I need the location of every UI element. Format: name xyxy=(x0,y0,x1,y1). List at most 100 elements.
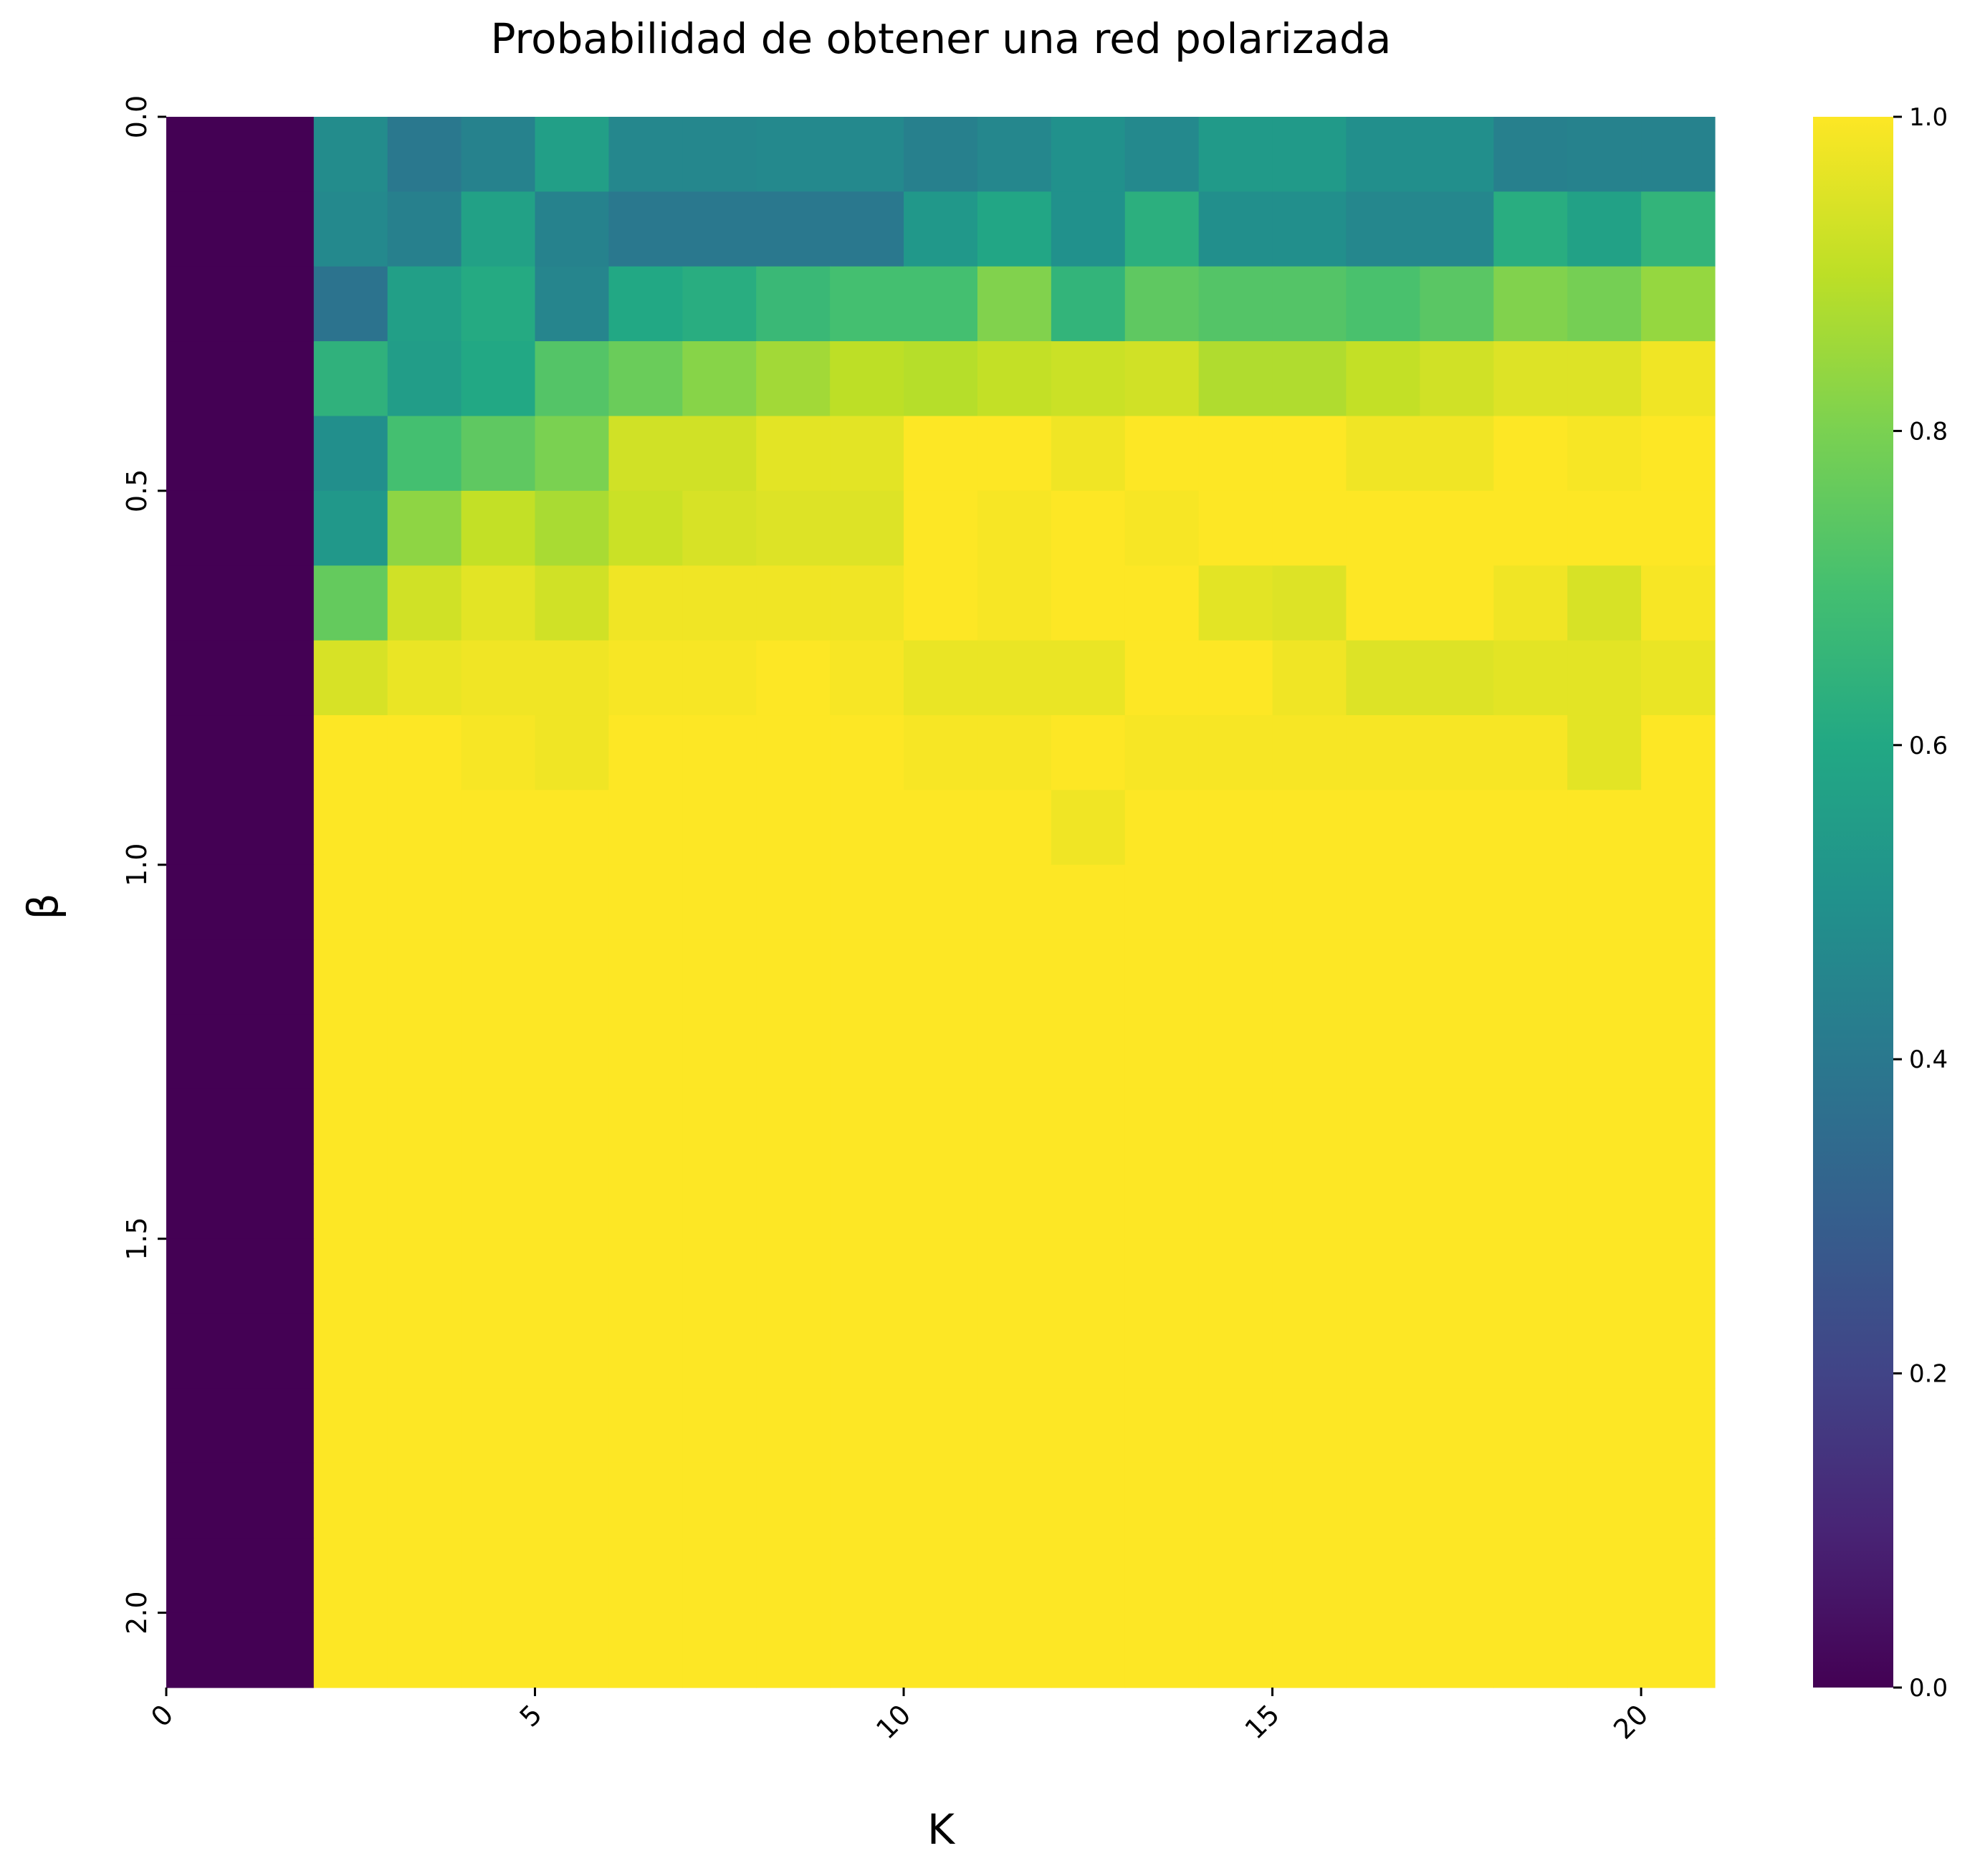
heatmap-cell xyxy=(535,1014,610,1090)
heatmap-cell xyxy=(535,1463,610,1538)
heatmap-cell xyxy=(608,1612,683,1688)
heatmap-cell xyxy=(904,416,978,492)
heatmap-cell xyxy=(1567,490,1642,566)
heatmap-cell xyxy=(313,416,388,492)
heatmap-cell xyxy=(1051,1238,1126,1314)
colorbar-tick-label: 1.0 xyxy=(1909,103,1948,132)
heatmap-cell xyxy=(1346,1313,1420,1389)
heatmap-cell xyxy=(387,266,462,342)
heatmap-cell xyxy=(1493,715,1568,791)
heatmap-cell xyxy=(535,565,610,641)
heatmap-cell xyxy=(1198,1538,1273,1614)
heatmap-cell xyxy=(1346,1463,1420,1538)
heatmap-cell xyxy=(977,490,1052,566)
heatmap-cell xyxy=(830,1538,904,1614)
heatmap-cell xyxy=(977,191,1052,267)
colorbar-tick-label: 0.2 xyxy=(1909,1360,1948,1389)
heatmap-cell xyxy=(1420,1014,1494,1090)
heatmap-cell xyxy=(682,490,757,566)
heatmap-cell xyxy=(1272,1014,1347,1090)
heatmap-cell xyxy=(1051,1463,1126,1538)
heatmap-cell xyxy=(1567,1014,1642,1090)
y-tick-label: 1.0 xyxy=(121,843,153,886)
heatmap-cell xyxy=(1641,341,1716,417)
heatmap-cell xyxy=(166,864,315,940)
heatmap-cell xyxy=(1567,1538,1642,1614)
heatmap-cell xyxy=(387,939,462,1015)
heatmap-cell xyxy=(387,1014,462,1090)
heatmap-cell xyxy=(387,117,462,192)
heatmap-cell xyxy=(1641,266,1716,342)
heatmap-cell xyxy=(1051,565,1126,641)
heatmap-cell xyxy=(977,565,1052,641)
heatmap-cell xyxy=(1051,341,1126,417)
heatmap-cell xyxy=(904,191,978,267)
heatmap-cell xyxy=(387,565,462,641)
heatmap-cell xyxy=(608,715,683,791)
chart-title: Probabilidad de obtener una red polariza… xyxy=(491,14,1392,63)
heatmap-cell xyxy=(1567,640,1642,716)
heatmap-cell xyxy=(166,416,315,492)
heatmap-cell xyxy=(1420,416,1494,492)
heatmap-cell xyxy=(1493,1612,1568,1688)
heatmap-cell xyxy=(461,939,536,1015)
heatmap-cell xyxy=(904,565,978,641)
heatmap-cell xyxy=(1051,1538,1126,1614)
heatmap-cell xyxy=(682,715,757,791)
heatmap-cell xyxy=(1346,715,1420,791)
heatmap-cell xyxy=(535,266,610,342)
heatmap-cell xyxy=(1641,1538,1716,1614)
heatmap-cell xyxy=(756,1238,831,1314)
colorbar-tick-label: 0.8 xyxy=(1909,417,1948,446)
y-axis: 0.0 0.5 1.0 1.5 2.0 xyxy=(121,95,166,1635)
heatmap-cell xyxy=(830,640,904,716)
heatmap-cell xyxy=(461,1164,536,1240)
heatmap-cell xyxy=(1198,1313,1273,1389)
heatmap-cell xyxy=(1346,341,1420,417)
heatmap-cell xyxy=(1124,1164,1200,1240)
heatmap-cell xyxy=(756,341,831,417)
heatmap-cell xyxy=(313,939,388,1015)
heatmap-cell xyxy=(830,565,904,641)
heatmap-cell xyxy=(756,939,831,1015)
heatmap-cell xyxy=(682,1014,757,1090)
heatmap-cell xyxy=(682,1164,757,1240)
heatmap-cell xyxy=(608,565,683,641)
heatmap-cell xyxy=(904,341,978,417)
heatmap-cell xyxy=(1420,939,1494,1015)
heatmap-cell xyxy=(1124,715,1200,791)
heatmap-cell xyxy=(461,1014,536,1090)
heatmap-cell xyxy=(756,1014,831,1090)
heatmap-cell xyxy=(1493,1238,1568,1314)
heatmap-cell xyxy=(1198,565,1273,641)
heatmap-cell xyxy=(1272,1538,1347,1614)
heatmap-cell xyxy=(830,1612,904,1688)
x-tick-label: 20 xyxy=(1607,1698,1654,1745)
heatmap-cell xyxy=(682,939,757,1015)
heatmap-cell xyxy=(756,490,831,566)
heatmap-cell xyxy=(682,341,757,417)
heatmap-cell xyxy=(387,341,462,417)
heatmap-cell xyxy=(756,266,831,342)
heatmap-cell xyxy=(1124,640,1200,716)
heatmap-cell xyxy=(830,939,904,1015)
heatmap-cell xyxy=(977,1313,1052,1389)
y-axis-label: β xyxy=(19,893,67,919)
heatmap-cell xyxy=(1124,1088,1200,1164)
heatmap-cell xyxy=(830,1014,904,1090)
heatmap-cell xyxy=(682,117,757,192)
heatmap-cell xyxy=(1641,117,1716,192)
heatmap-cell xyxy=(1346,1014,1420,1090)
y-tick-label: 0.0 xyxy=(121,95,153,138)
heatmap-cell xyxy=(535,1164,610,1240)
heatmap-cell xyxy=(1346,565,1420,641)
heatmap-cell xyxy=(682,191,757,267)
heatmap-cell xyxy=(1641,1164,1716,1240)
heatmap-cell xyxy=(608,1014,683,1090)
heatmap-cell xyxy=(1641,715,1716,791)
heatmap-cell xyxy=(1567,416,1642,492)
heatmap-cell xyxy=(830,1238,904,1314)
heatmap-cell xyxy=(1124,117,1200,192)
heatmap-cell xyxy=(1346,864,1420,940)
